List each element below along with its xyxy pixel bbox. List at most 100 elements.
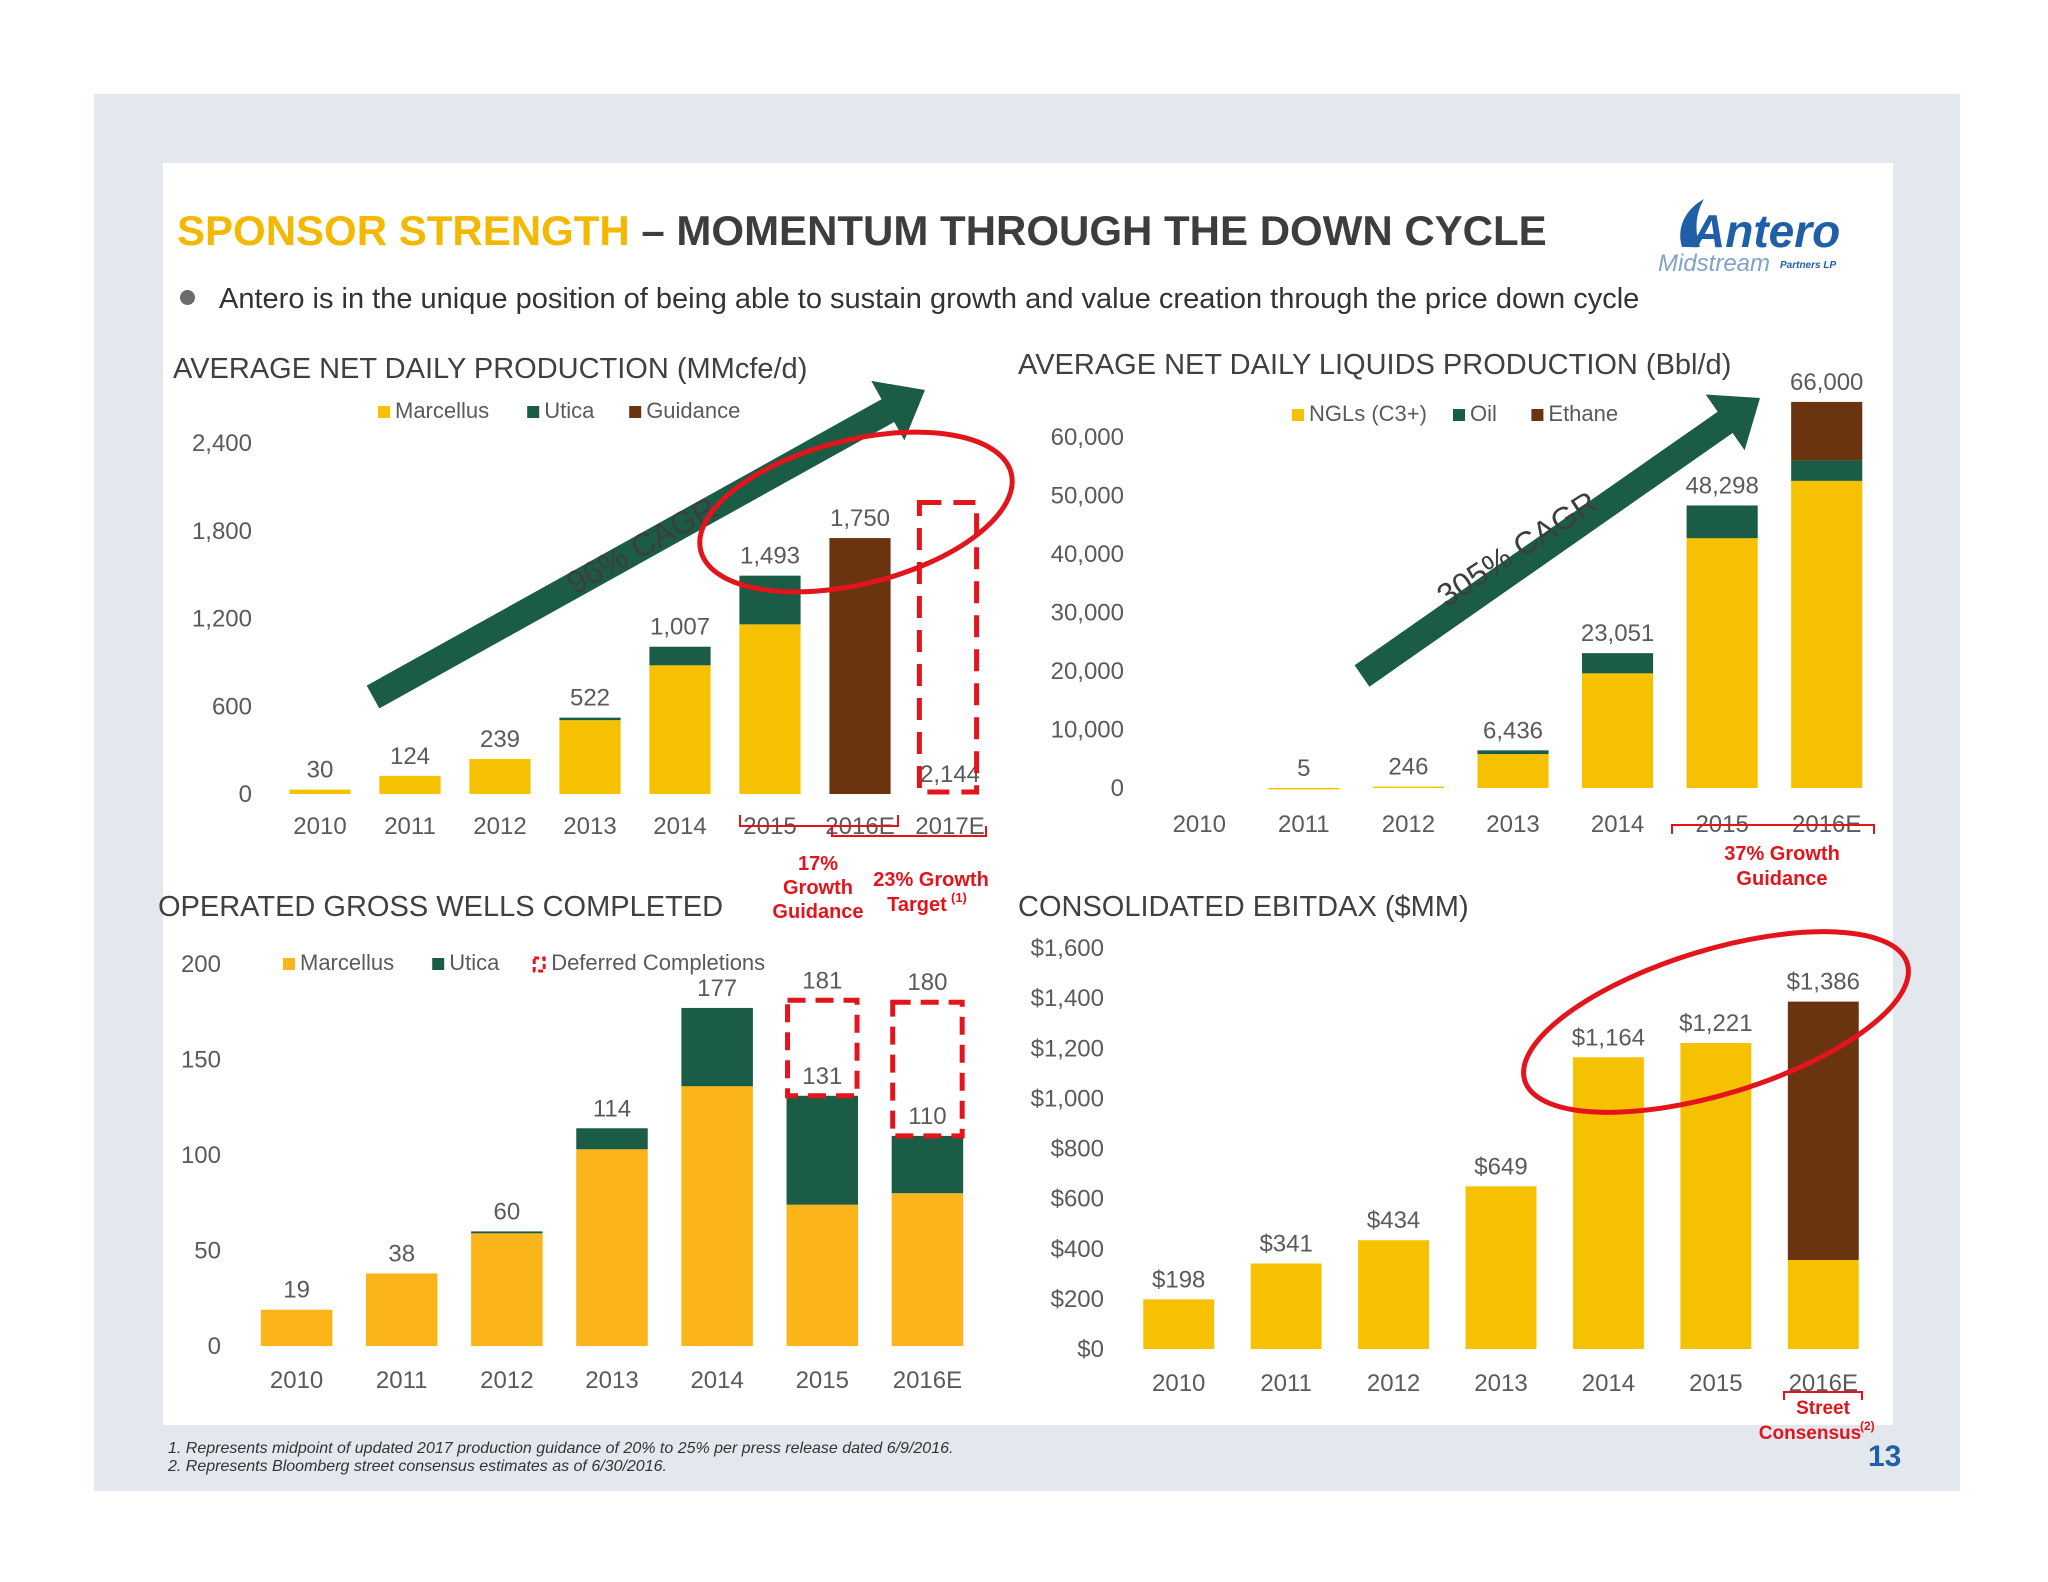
production-annot-2-line-0: 23% Growth xyxy=(873,869,989,891)
liquids-bar-2014-oil xyxy=(1582,653,1654,674)
liquids-total-2014: 23,051 xyxy=(1581,620,1654,647)
production-annot-1-line-0: 17% xyxy=(798,853,838,875)
summary-bullet: Antero is in the unique position of bein… xyxy=(180,283,1639,316)
wells-total-2010: 19 xyxy=(283,1277,310,1304)
logo-sub: Midstream xyxy=(1658,250,1770,275)
wells-ytick-4: 200 xyxy=(181,951,221,978)
production-annot-1-line-1: Growth xyxy=(783,877,853,899)
ebitdax-bar-2015-ebitdax xyxy=(1680,1042,1752,1349)
liquids-bar-2013-ngls-c3- xyxy=(1477,754,1549,788)
wells-xlabel-2016E: 2016E xyxy=(893,1367,962,1394)
liquids-cagr-label: 305% CAGR xyxy=(1430,484,1603,614)
bullet-text: Antero is in the unique position of bein… xyxy=(219,283,1640,315)
liquids-bar-2014-ngls-c3- xyxy=(1582,673,1654,788)
production-xlabel-2010: 2010 xyxy=(293,813,346,840)
production-annot-2-line-1: Target xyxy=(887,894,947,916)
production-bar-2013-utica xyxy=(559,717,621,721)
page-title: SPONSOR STRENGTH – MOMENTUM THROUGH THE … xyxy=(177,207,1547,255)
production-total-2016E: 1,750 xyxy=(830,505,890,532)
liquids-legend-swatch-1 xyxy=(1453,409,1465,421)
production-highlight-circle xyxy=(697,429,1015,595)
ebitdax-bar-2010-ebitdax xyxy=(1143,1299,1215,1349)
wells-bar-2016E-utica xyxy=(891,1135,964,1194)
wells-total-2016E: 180 xyxy=(907,969,947,996)
production-total-2011: 124 xyxy=(390,743,430,770)
production-legend-swatch-0 xyxy=(378,406,390,418)
production-total-2017E: 2,144 xyxy=(920,761,980,788)
production-annot-1-line-2: Guidance xyxy=(772,901,863,923)
footnotes: 1. Represents midpoint of updated 2017 p… xyxy=(168,1440,953,1476)
ebitdax-annot-line-0: Street xyxy=(1796,1398,1851,1419)
production-total-2012: 239 xyxy=(480,726,520,753)
wells-bar-2014-marcellus xyxy=(681,1086,753,1346)
production-total-2015: 1,493 xyxy=(740,543,800,570)
liquids-total-2013: 6,436 xyxy=(1483,717,1543,744)
production-cagr-arrow xyxy=(366,380,925,709)
wells-xlabel-2011: 2011 xyxy=(376,1367,428,1394)
ebitdax-annot-line-1: Consensus xyxy=(1759,1423,1861,1444)
wells-xlabel-2015: 2015 xyxy=(796,1367,849,1394)
wells-legend-label-0: Marcellus xyxy=(300,950,394,975)
ebitdax-ytick-8: $1,600 xyxy=(1031,935,1104,962)
wells-xlabel-2013: 2013 xyxy=(585,1367,638,1394)
ebitdax-ytick-4: $800 xyxy=(1051,1136,1104,1163)
wells-total-2015: 181 xyxy=(802,967,842,994)
production-ytick-2: 1,200 xyxy=(192,606,252,633)
liquids-annot-line-1: Guidance xyxy=(1736,868,1827,890)
production-total-2014: 1,007 xyxy=(650,614,710,641)
wells-completed-2015: 131 xyxy=(802,1063,842,1090)
production-bar-2013-marcellus xyxy=(559,720,621,794)
ebitdax-xlabel-2015: 2015 xyxy=(1689,1370,1742,1397)
wells-bar-2012-utica xyxy=(471,1231,543,1234)
liquids-ytick-1: 10,000 xyxy=(1051,717,1124,744)
wells-bar-2013-utica xyxy=(576,1128,648,1150)
logo-suffix: Partners LP xyxy=(1780,260,1836,271)
ebitdax-bar-2016E-ebitdax xyxy=(1787,1260,1859,1349)
ebitdax-xlabel-2012: 2012 xyxy=(1367,1370,1420,1397)
ebitdax-ytick-3: $600 xyxy=(1051,1186,1104,1213)
production-ytick-4: 2,400 xyxy=(192,430,252,457)
ebitdax-xlabel-2011: 2011 xyxy=(1260,1370,1312,1397)
wells-xlabel-2014: 2014 xyxy=(690,1367,743,1394)
wells-bar-2016E-marcellus xyxy=(891,1193,964,1346)
ebitdax-highlight-circle xyxy=(1521,929,1911,1115)
liquids-ytick-0: 0 xyxy=(1111,775,1124,802)
liquids-ytick-5: 50,000 xyxy=(1051,483,1124,510)
wells-ytick-1: 50 xyxy=(194,1238,221,1265)
production-legend-swatch-1 xyxy=(527,406,540,418)
production-legend-swatch-2 xyxy=(629,406,642,418)
production-bracket-1 xyxy=(739,815,899,827)
production-ytick-1: 600 xyxy=(212,693,252,720)
ebitdax-total-2010: $198 xyxy=(1152,1266,1205,1293)
liquids-xlabel-2012: 2012 xyxy=(1382,811,1435,838)
liquids-bar-2012-ngls-c3- xyxy=(1372,786,1444,789)
wells-completed-2016E: 110 xyxy=(908,1103,946,1130)
production-annot-2-line-2: (1) xyxy=(951,890,967,905)
ebitdax-xlabel-2013: 2013 xyxy=(1474,1370,1527,1397)
liquids-total-2012: 246 xyxy=(1388,754,1428,781)
ebitdax-total-2012: $434 xyxy=(1367,1207,1420,1234)
ebitdax-total-2011: $341 xyxy=(1259,1231,1312,1258)
production-bar-2014-utica xyxy=(649,646,711,666)
liquids-cagr-arrow xyxy=(1354,394,1760,687)
ebitdax-ytick-0: $0 xyxy=(1077,1336,1104,1363)
wells-bar-2011-marcellus xyxy=(365,1273,438,1346)
liquids-title: AVERAGE NET DAILY LIQUIDS PRODUCTION (Bb… xyxy=(1018,349,1731,381)
flame-icon xyxy=(1680,199,1704,247)
antero-logo: Antero Midstream Partners LP xyxy=(1658,199,1840,275)
production-bar-2011-marcellus xyxy=(379,775,441,794)
wells-ytick-3: 150 xyxy=(181,1047,221,1074)
wells-bar-2012-marcellus xyxy=(471,1233,543,1346)
ebitdax-total-2013: $649 xyxy=(1474,1153,1527,1180)
liquids-bar-2011-ngls-c3- xyxy=(1268,787,1340,790)
production-xlabel-2011: 2011 xyxy=(384,813,436,840)
wells-bar-2013-marcellus xyxy=(576,1149,648,1346)
production-xlabel-2013: 2013 xyxy=(563,813,616,840)
ebitdax-ytick-7: $1,400 xyxy=(1031,985,1104,1012)
bullet-dot-icon xyxy=(180,289,195,305)
production-bar-2010-marcellus xyxy=(289,789,351,794)
liquids-bracket xyxy=(1671,824,1875,834)
liquids-legend-label-2: Ethane xyxy=(1548,401,1618,426)
ebitdax-bar-2011-ebitdax xyxy=(1250,1263,1322,1349)
